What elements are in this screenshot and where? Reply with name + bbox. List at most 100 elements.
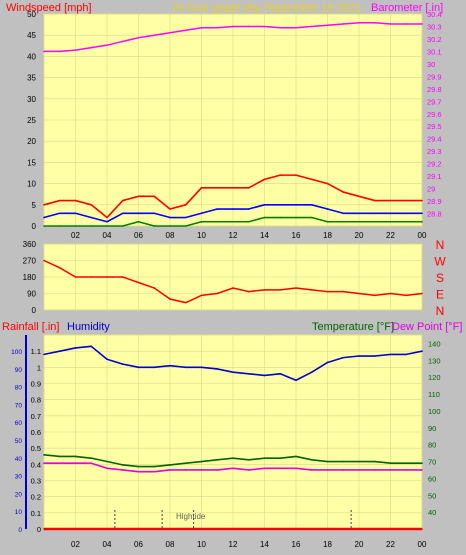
data-point: [342, 528, 345, 530]
x-tick-label: 14: [260, 231, 269, 240]
data-point: [90, 46, 93, 49]
x-tick-label: 10: [197, 540, 206, 549]
data-point: [263, 216, 266, 219]
data-point: [263, 528, 266, 530]
y-tick-label: 0: [37, 525, 41, 534]
data-point: [153, 366, 156, 369]
data-point: [326, 220, 329, 223]
y-tick-label: 50: [27, 10, 36, 19]
data-point: [295, 455, 297, 458]
x-tick-label: 22: [386, 540, 395, 549]
humidity-tick-label: 60: [15, 420, 23, 427]
data-point: [326, 460, 329, 463]
data-point: [263, 457, 266, 459]
data-point: [342, 23, 345, 25]
data-point: [90, 345, 93, 348]
data-point: [184, 469, 187, 471]
y-tick-label: 0.7: [31, 412, 41, 421]
data-point: [74, 455, 77, 458]
data-point: [405, 294, 408, 297]
data-point: [295, 467, 297, 470]
y-tick-label: 15: [27, 158, 36, 167]
data-point: [421, 528, 423, 530]
data-point: [421, 469, 423, 471]
data-point: [106, 358, 108, 361]
data-point: [389, 199, 392, 202]
data-point: [326, 528, 329, 530]
graph-title: 24 hour graph day September 16 2021: [172, 2, 361, 14]
data-point: [373, 294, 376, 297]
data-point: [232, 528, 234, 530]
data-point: [295, 528, 297, 530]
x-tick-label: 00: [418, 540, 427, 549]
data-point: [405, 220, 408, 223]
data-point: [106, 216, 108, 219]
data-point: [342, 191, 345, 193]
humidity-tick-label: 40: [15, 456, 23, 463]
data-point: [389, 23, 392, 25]
data-point: [153, 287, 156, 289]
data-point: [58, 528, 61, 530]
data-point: [137, 528, 140, 530]
y2-tick-label: 29.3: [427, 147, 442, 156]
data-point: [263, 467, 266, 470]
data-point: [232, 467, 234, 470]
data-point: [310, 178, 313, 181]
x-tick-label: 02: [71, 231, 80, 240]
data-point: [90, 225, 93, 227]
data-point: [342, 356, 345, 359]
data-point: [247, 469, 250, 471]
data-point: [184, 366, 187, 369]
y-tick-label: 90: [27, 290, 36, 299]
data-point: [169, 464, 171, 466]
y-tick-label: 0.1: [31, 509, 41, 518]
humidity-tick-label: 80: [15, 385, 23, 392]
dewpoint-axis-title: Dew Point [°F]: [392, 321, 462, 333]
data-point: [200, 212, 203, 215]
y2-tick-label: 29.1: [427, 172, 442, 181]
data-point: [263, 204, 266, 206]
y2-tick-label: 29.7: [427, 97, 442, 106]
x-tick-label: 00: [418, 231, 427, 240]
data-point: [232, 25, 234, 28]
direction-label: N: [436, 304, 445, 318]
data-point: [74, 528, 77, 530]
data-point: [153, 225, 156, 227]
data-point: [216, 26, 219, 29]
y-tick-label: 45: [27, 31, 36, 40]
data-point: [153, 34, 156, 36]
data-point: [373, 199, 376, 202]
data-point: [169, 528, 171, 530]
data-point: [58, 267, 61, 269]
data-point: [232, 187, 234, 189]
data-point: [279, 289, 282, 291]
data-point: [121, 199, 124, 202]
x-tick-label: 14: [260, 540, 269, 549]
data-point: [106, 528, 108, 530]
y-tick-label: 35: [27, 74, 36, 83]
data-point: [58, 199, 61, 202]
data-point: [342, 212, 345, 215]
data-point: [153, 195, 156, 198]
data-point: [358, 355, 360, 357]
data-point: [216, 469, 219, 471]
data-point: [295, 216, 297, 219]
data-point: [279, 373, 282, 375]
direction-label: W: [434, 255, 446, 269]
data-point: [200, 528, 203, 530]
data-point: [106, 467, 108, 470]
data-point: [310, 216, 313, 219]
data-point: [184, 216, 187, 219]
data-point: [421, 462, 423, 465]
data-point: [137, 281, 140, 284]
x-tick-label: 20: [355, 231, 364, 240]
y2-tick-label: 30: [427, 60, 435, 69]
data-point: [373, 355, 376, 357]
data-point: [169, 216, 171, 219]
humidity-tick-label: 10: [15, 509, 23, 516]
y2-tick-label: 80: [428, 441, 436, 450]
data-point: [279, 174, 282, 176]
data-point: [263, 374, 266, 377]
y2-tick-label: 28.9: [427, 197, 442, 206]
data-point: [326, 24, 329, 27]
